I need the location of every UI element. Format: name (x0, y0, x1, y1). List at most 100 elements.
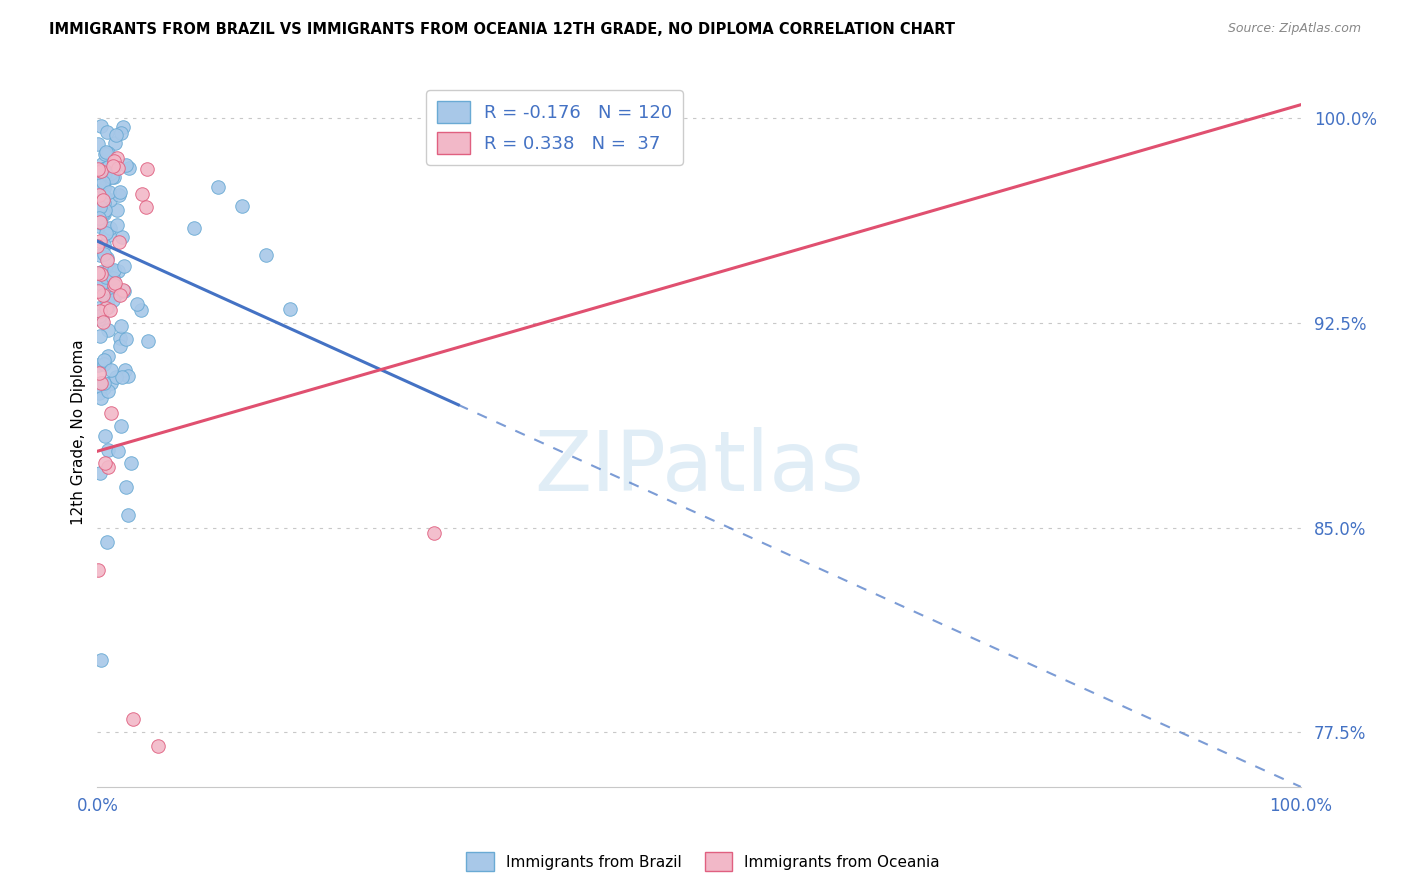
Point (93, 353, 115, 368)
Point (104, 159, 127, 173)
Point (87, 136, 110, 151)
Point (111, 120, 134, 134)
Point (93, 246, 115, 260)
Point (87, 386, 110, 401)
Point (105, 369, 128, 384)
Point (90, 380, 112, 394)
Point (104, 136, 127, 150)
Point (94, 269, 117, 284)
Point (111, 229, 134, 244)
Point (100, 363, 122, 377)
Point (96, 224, 118, 238)
Point (89, 304, 111, 318)
Point (91, 157, 114, 171)
Point (112, 285, 135, 299)
Point (90, 119, 112, 133)
Point (89, 188, 111, 202)
Point (97, 349, 120, 363)
Point (93, 147, 115, 161)
Point (89, 312, 111, 326)
Point (103, 277, 125, 292)
Point (122, 712, 145, 726)
Point (89, 466, 111, 480)
Point (91, 175, 114, 189)
Point (111, 369, 134, 384)
Point (91, 273, 114, 287)
Point (91, 162, 114, 177)
Point (96, 443, 118, 458)
Point (103, 159, 125, 173)
Point (125, 297, 148, 311)
Point (90, 164, 112, 178)
Point (100, 166, 122, 180)
Point (129, 302, 152, 317)
Point (94, 227, 117, 241)
Point (93, 162, 115, 177)
Point (112, 259, 135, 273)
Point (110, 185, 132, 199)
Point (207, 179, 229, 194)
Point (135, 200, 157, 214)
Point (100, 376, 122, 391)
Point (98, 185, 121, 199)
Point (97, 323, 120, 337)
Point (94, 166, 117, 180)
Legend: Immigrants from Brazil, Immigrants from Oceania: Immigrants from Brazil, Immigrants from … (460, 847, 946, 877)
Point (93, 286, 115, 301)
Point (107, 264, 129, 278)
Point (91, 315, 114, 329)
Point (114, 480, 136, 494)
Point (87, 366, 110, 380)
Point (90, 391, 112, 405)
Point (87, 199, 110, 213)
Point (94, 456, 117, 470)
Y-axis label: 12th Grade, No Diploma: 12th Grade, No Diploma (72, 339, 86, 525)
Point (131, 186, 153, 201)
Point (146, 739, 169, 753)
Point (87, 173, 110, 187)
Point (110, 319, 132, 334)
Point (97, 274, 120, 288)
Point (96, 294, 118, 309)
Point (115, 158, 138, 172)
Point (93, 195, 115, 210)
Point (87, 310, 110, 324)
Point (98, 269, 121, 284)
Point (97, 261, 120, 276)
Point (105, 202, 128, 217)
Point (89, 329, 111, 343)
Point (93, 376, 115, 390)
Point (96, 534, 118, 549)
Point (87, 219, 110, 234)
Point (120, 456, 142, 470)
Point (86, 239, 108, 253)
Point (97, 145, 120, 160)
Point (89, 248, 111, 262)
Point (90, 196, 112, 211)
Point (108, 288, 131, 302)
Point (90, 216, 112, 230)
Point (90, 265, 112, 279)
Point (108, 188, 131, 202)
Point (117, 508, 139, 523)
Point (110, 418, 132, 433)
Point (136, 161, 159, 176)
Point (105, 128, 128, 143)
Point (105, 218, 128, 232)
Point (96, 252, 118, 267)
Point (91, 267, 114, 281)
Point (97, 300, 120, 314)
Point (94, 203, 117, 218)
Point (89, 178, 111, 192)
Point (96, 125, 118, 139)
Point (96, 301, 118, 316)
Point (114, 363, 136, 377)
Text: IMMIGRANTS FROM BRAZIL VS IMMIGRANTS FROM OCEANIA 12TH GRADE, NO DIPLOMA CORRELA: IMMIGRANTS FROM BRAZIL VS IMMIGRANTS FRO… (49, 22, 955, 37)
Point (108, 331, 131, 345)
Point (96, 145, 118, 159)
Point (98, 169, 121, 184)
Point (93, 357, 115, 371)
Point (117, 368, 139, 383)
Point (110, 338, 132, 352)
Point (94, 172, 117, 186)
